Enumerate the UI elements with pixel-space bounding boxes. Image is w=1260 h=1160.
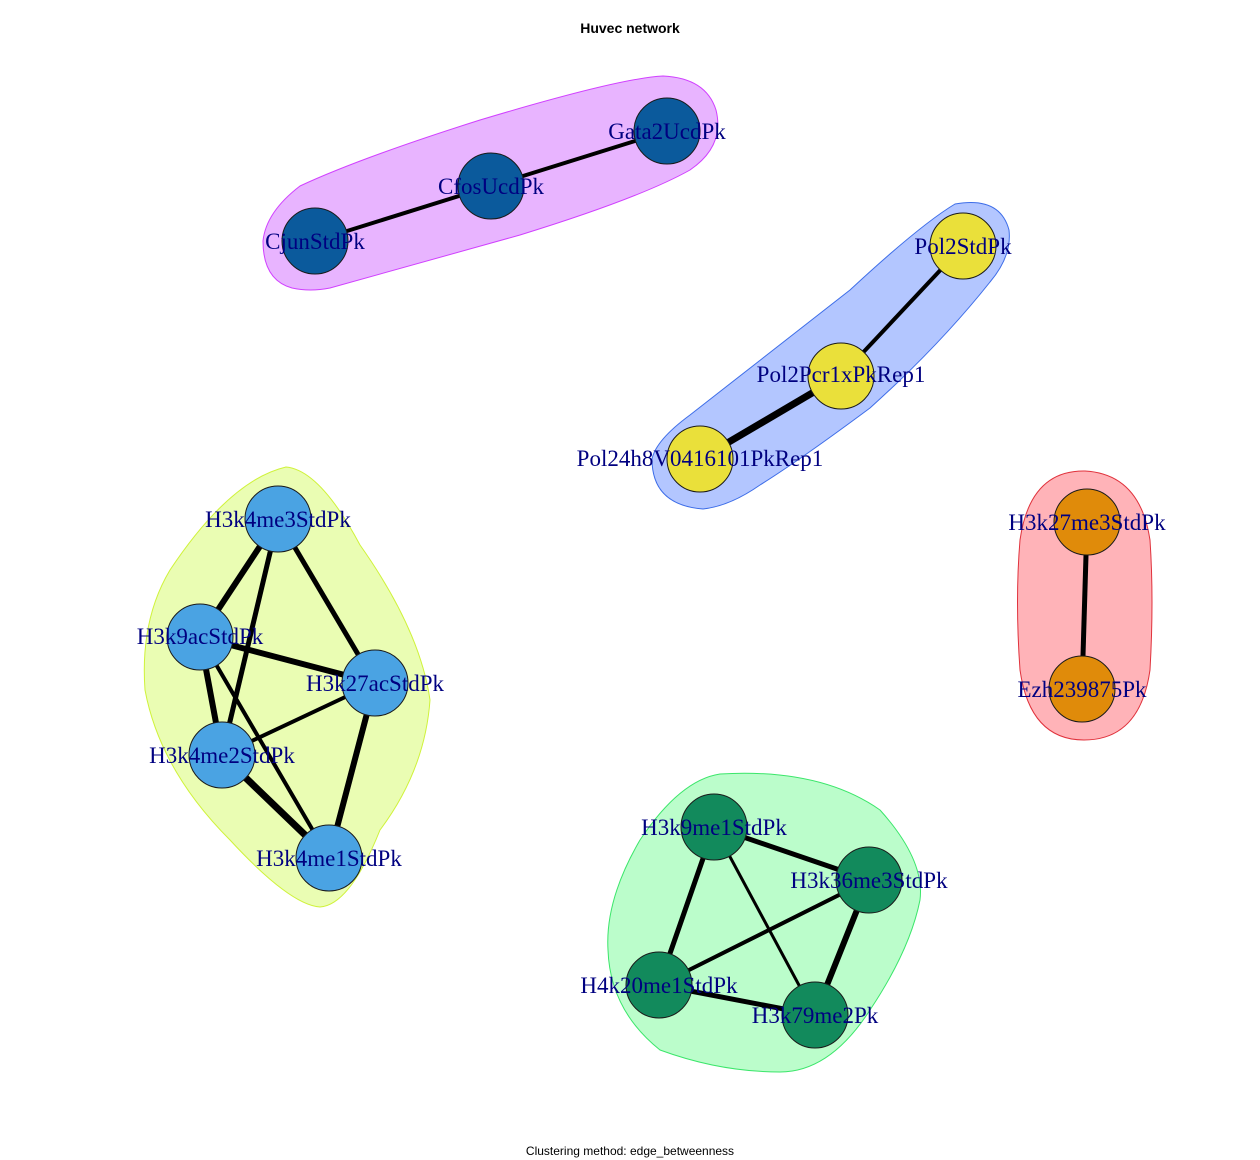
node-label-cfosucdpk: CfosUcdPk <box>438 174 545 199</box>
node-pol2pcr1xpkrep1[interactable] <box>807 342 875 410</box>
chart-title: Huvec network <box>580 20 680 36</box>
nodes <box>166 97 1121 1049</box>
node-label-h3k4me1stdpk: H3k4me1StdPk <box>256 846 402 871</box>
node-ezh239875pk[interactable] <box>1048 655 1116 723</box>
node-h3k27acstdpk[interactable] <box>341 649 409 717</box>
node-label-h3k27acstdpk: H3k27acStdPk <box>306 671 445 696</box>
node-cjunstdpk[interactable] <box>281 207 349 275</box>
clustering-method-caption: Clustering method: edge_betweenness <box>525 1144 735 1158</box>
node-label-h3k4me2stdpk: H3k4me2StdPk <box>149 743 295 768</box>
node-label-h3k9acstdpk: H3k9acStdPk <box>137 624 264 649</box>
node-gata2ucdpk[interactable] <box>633 97 701 165</box>
node-label-h3k36me3stdpk: H3k36me3StdPk <box>790 868 948 893</box>
node-cfosucdpk[interactable] <box>457 152 525 220</box>
node-labels: CjunStdPk CfosUcdPk Gata2UcdPk Pol2StdPk Pol… <box>137 119 1166 1028</box>
node-label-pol2stdpk: Pol2StdPk <box>914 234 1012 259</box>
node-label-cjunstdpk: CjunStdPk <box>265 229 365 254</box>
node-label-h3k4me3stdpk: H3k4me3StdPk <box>205 507 351 532</box>
edge-h3k9me1stdpk-h3k79me2pk <box>712 826 817 1016</box>
node-h3k36me3stdpk[interactable] <box>835 846 903 914</box>
edge-h3k9acstdpk-h3k4me1stdpk <box>198 635 331 860</box>
edge-h3k36me3stdpk-h4k20me1stdpk <box>658 878 870 987</box>
node-label-h3k27me3stdpk: H3k27me3StdPk <box>1008 510 1166 535</box>
node-h3k4me2stdpk[interactable] <box>188 721 256 789</box>
node-h4k20me1stdpk[interactable] <box>625 951 693 1019</box>
node-h3k27me3stdpk[interactable] <box>1053 488 1121 556</box>
node-h3k79me2pk[interactable] <box>781 981 849 1049</box>
node-pol24h8v0416101pkrep1[interactable] <box>666 425 734 493</box>
cluster-hull-c4 <box>143 466 431 908</box>
node-label-pol2pcr1xpkrep1: Pol2Pcr1xPkRep1 <box>757 362 926 387</box>
node-h3k4me3stdpk[interactable] <box>244 485 312 553</box>
node-label-h3k79me2pk: H3k79me2Pk <box>752 1003 879 1028</box>
node-h3k9acstdpk[interactable] <box>166 603 234 671</box>
node-label-h4k20me1stdpk: H4k20me1StdPk <box>580 973 738 998</box>
node-h3k4me1stdpk[interactable] <box>295 824 363 892</box>
node-label-pol24h8v0416101pkrep1: Pol24h8V0416101PkRep1 <box>577 446 824 471</box>
node-pol2stdpk[interactable] <box>929 212 997 280</box>
node-label-h3k9me1stdpk: H3k9me1StdPk <box>641 815 787 840</box>
node-h3k9me1stdpk[interactable] <box>680 793 748 861</box>
node-label-gata2ucdpk: Gata2UcdPk <box>608 119 726 144</box>
edge-h3k4me3stdpk-h3k4me2stdpk <box>219 518 281 756</box>
node-label-ezh239875pk: Ezh239875Pk <box>1017 677 1147 702</box>
